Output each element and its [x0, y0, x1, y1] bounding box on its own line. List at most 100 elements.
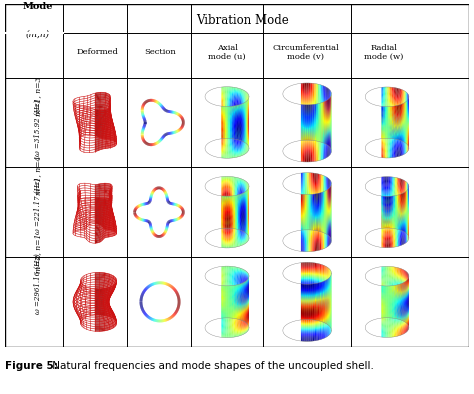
Polygon shape — [110, 288, 111, 289]
Polygon shape — [398, 179, 400, 180]
Polygon shape — [225, 332, 227, 333]
Polygon shape — [310, 110, 312, 111]
Polygon shape — [327, 217, 328, 219]
Polygon shape — [398, 194, 400, 195]
Polygon shape — [330, 288, 331, 289]
Polygon shape — [115, 142, 116, 144]
Polygon shape — [312, 219, 314, 221]
Polygon shape — [104, 212, 106, 214]
Polygon shape — [392, 241, 393, 242]
Polygon shape — [319, 221, 321, 222]
Polygon shape — [398, 208, 400, 209]
Polygon shape — [244, 104, 245, 106]
Polygon shape — [398, 291, 400, 292]
Polygon shape — [105, 221, 106, 223]
Polygon shape — [407, 330, 408, 331]
Polygon shape — [108, 202, 109, 203]
Polygon shape — [382, 217, 383, 218]
Polygon shape — [221, 132, 223, 134]
Polygon shape — [241, 114, 242, 115]
Polygon shape — [398, 271, 400, 273]
Polygon shape — [230, 128, 232, 129]
Polygon shape — [241, 201, 242, 203]
Polygon shape — [97, 98, 98, 99]
Polygon shape — [303, 202, 305, 203]
Polygon shape — [110, 208, 111, 210]
Polygon shape — [401, 201, 402, 202]
Polygon shape — [101, 217, 102, 218]
Polygon shape — [383, 301, 385, 302]
Polygon shape — [323, 206, 324, 208]
Polygon shape — [390, 271, 392, 272]
Polygon shape — [403, 296, 405, 297]
Polygon shape — [393, 218, 395, 219]
Polygon shape — [329, 316, 330, 317]
Polygon shape — [385, 109, 387, 110]
Polygon shape — [245, 212, 246, 213]
Polygon shape — [390, 130, 392, 131]
Polygon shape — [309, 332, 310, 333]
Polygon shape — [403, 198, 405, 200]
Polygon shape — [314, 111, 316, 112]
Polygon shape — [234, 155, 235, 156]
Polygon shape — [327, 305, 328, 306]
Polygon shape — [102, 209, 104, 210]
Polygon shape — [225, 280, 227, 281]
Polygon shape — [238, 290, 240, 291]
Polygon shape — [238, 203, 240, 204]
Polygon shape — [221, 334, 223, 335]
Polygon shape — [238, 89, 240, 90]
Polygon shape — [388, 304, 390, 305]
Polygon shape — [244, 290, 245, 291]
Polygon shape — [228, 290, 230, 291]
Polygon shape — [385, 240, 387, 241]
Polygon shape — [95, 303, 96, 304]
Polygon shape — [228, 288, 230, 289]
Polygon shape — [100, 101, 101, 102]
Polygon shape — [99, 226, 100, 228]
Polygon shape — [310, 198, 312, 199]
Polygon shape — [406, 212, 407, 214]
Polygon shape — [241, 190, 242, 191]
Polygon shape — [225, 315, 227, 316]
Polygon shape — [242, 208, 244, 209]
Polygon shape — [328, 324, 329, 325]
Polygon shape — [104, 318, 105, 319]
Polygon shape — [309, 272, 310, 273]
Polygon shape — [393, 135, 395, 136]
Polygon shape — [245, 309, 246, 311]
Polygon shape — [247, 324, 248, 325]
Polygon shape — [392, 151, 393, 152]
Polygon shape — [108, 124, 109, 126]
Polygon shape — [99, 133, 100, 134]
Polygon shape — [225, 113, 227, 114]
Polygon shape — [309, 303, 310, 304]
Polygon shape — [228, 307, 230, 308]
Polygon shape — [326, 316, 327, 317]
Polygon shape — [328, 318, 329, 320]
Polygon shape — [326, 313, 327, 314]
Polygon shape — [324, 112, 326, 113]
Polygon shape — [312, 188, 314, 189]
Polygon shape — [307, 305, 309, 307]
Polygon shape — [110, 138, 111, 139]
Polygon shape — [398, 211, 400, 212]
Polygon shape — [402, 297, 403, 299]
Polygon shape — [310, 202, 312, 203]
Polygon shape — [112, 313, 113, 314]
Polygon shape — [246, 297, 247, 299]
Polygon shape — [382, 315, 383, 316]
Polygon shape — [247, 308, 248, 310]
Polygon shape — [324, 320, 326, 322]
Polygon shape — [104, 109, 105, 110]
Polygon shape — [241, 113, 242, 115]
Polygon shape — [405, 110, 406, 112]
Polygon shape — [230, 180, 232, 181]
Polygon shape — [112, 311, 113, 312]
Polygon shape — [318, 143, 319, 145]
Polygon shape — [99, 225, 100, 227]
Polygon shape — [240, 324, 241, 325]
Polygon shape — [405, 316, 406, 317]
Polygon shape — [244, 195, 245, 196]
Polygon shape — [323, 124, 324, 126]
